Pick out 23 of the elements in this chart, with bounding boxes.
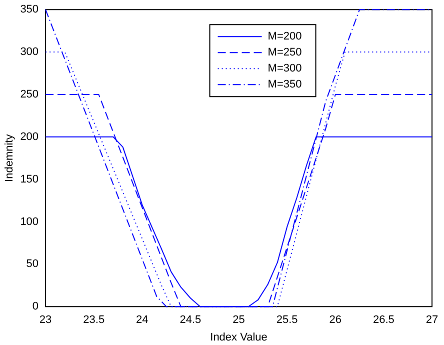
legend-label: M=300 [268, 62, 302, 75]
y-tick-label: 250 [20, 88, 39, 100]
x-tick-label: 26.5 [372, 314, 394, 326]
x-tick-label: 26 [329, 314, 342, 326]
x-tick-label: 25 [232, 314, 245, 326]
x-tick-label: 24.5 [180, 314, 202, 326]
y-tick-label: 200 [20, 130, 39, 143]
legend-label: M=250 [268, 46, 302, 59]
y-tick-label: 0 [32, 300, 39, 313]
y-tick-label: 300 [20, 46, 39, 58]
x-tick-label: 24 [136, 314, 148, 326]
legend-label: M=200 [268, 30, 302, 43]
x-tick-label: 23 [39, 314, 52, 326]
x-tick-label: 23.5 [83, 314, 105, 326]
x-tick-label: 25.5 [276, 314, 298, 326]
x-tick-label: 27 [426, 314, 438, 326]
y-tick-label: 350 [20, 4, 39, 16]
y-axis-title: Indemnity [4, 134, 16, 182]
y-tick-label: 150 [20, 173, 39, 186]
legend-label: M=350 [268, 78, 302, 91]
y-tick-label: 50 [26, 258, 39, 270]
x-axis-title: Index Value [210, 331, 268, 344]
y-tick-label: 100 [20, 216, 39, 228]
